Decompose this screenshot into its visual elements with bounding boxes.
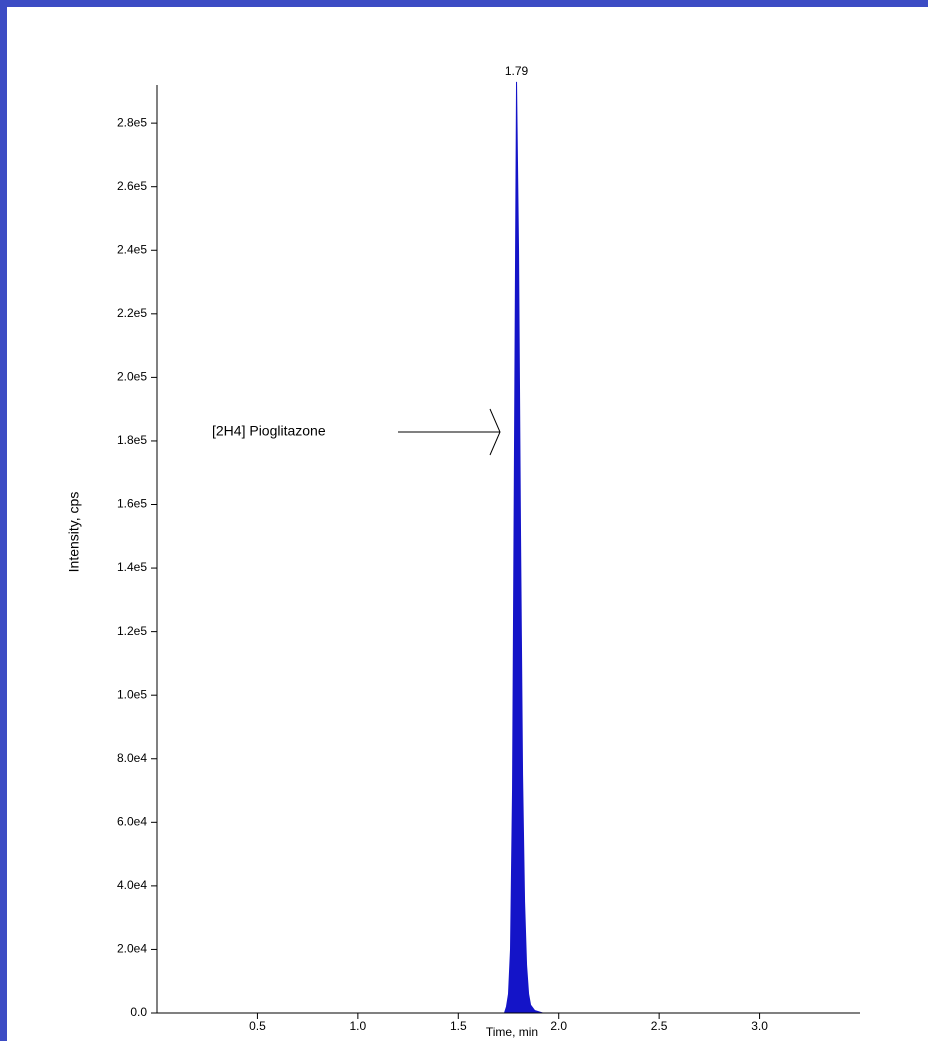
y-tick-label: 1.4e5 [117,560,147,574]
x-tick-label: 0.5 [249,1019,266,1033]
x-tick-label: 2.5 [651,1019,668,1033]
y-tick-label: 1.8e5 [117,433,147,447]
x-axis-label: Time, min [486,1025,538,1039]
annotation-arrow [398,408,501,456]
annotation: [2H4] Pioglitazone [212,423,326,439]
y-tick-label: 8.0e4 [117,751,147,765]
y-tick-label: 1.6e5 [117,497,147,511]
y-tick-label: 4.0e4 [117,878,147,892]
peak-area [157,81,860,1014]
x-tick-label: 1.0 [350,1019,367,1033]
y-tick-label: 1.2e5 [117,624,147,638]
peak-label: 1.79 [505,64,529,78]
y-tick-label: 0.0 [130,1005,147,1019]
x-tick-label: 3.0 [751,1019,768,1033]
y-axis-label: Intensity, cps [66,492,82,573]
y-tick-label: 6.0e4 [117,814,147,828]
y-tick-label: 2.0e4 [117,942,147,956]
x-tick-label: 1.5 [450,1019,467,1033]
y-tick-label: 2.6e5 [117,179,147,193]
x-tick-label: 2.0 [550,1019,567,1033]
y-tick-label: 2.8e5 [117,115,147,129]
y-tick-label: 2.0e5 [117,370,147,384]
y-tick-label: 2.2e5 [117,306,147,320]
y-tick-label: 2.4e5 [117,242,147,256]
y-tick-label: 1.0e5 [117,687,147,701]
